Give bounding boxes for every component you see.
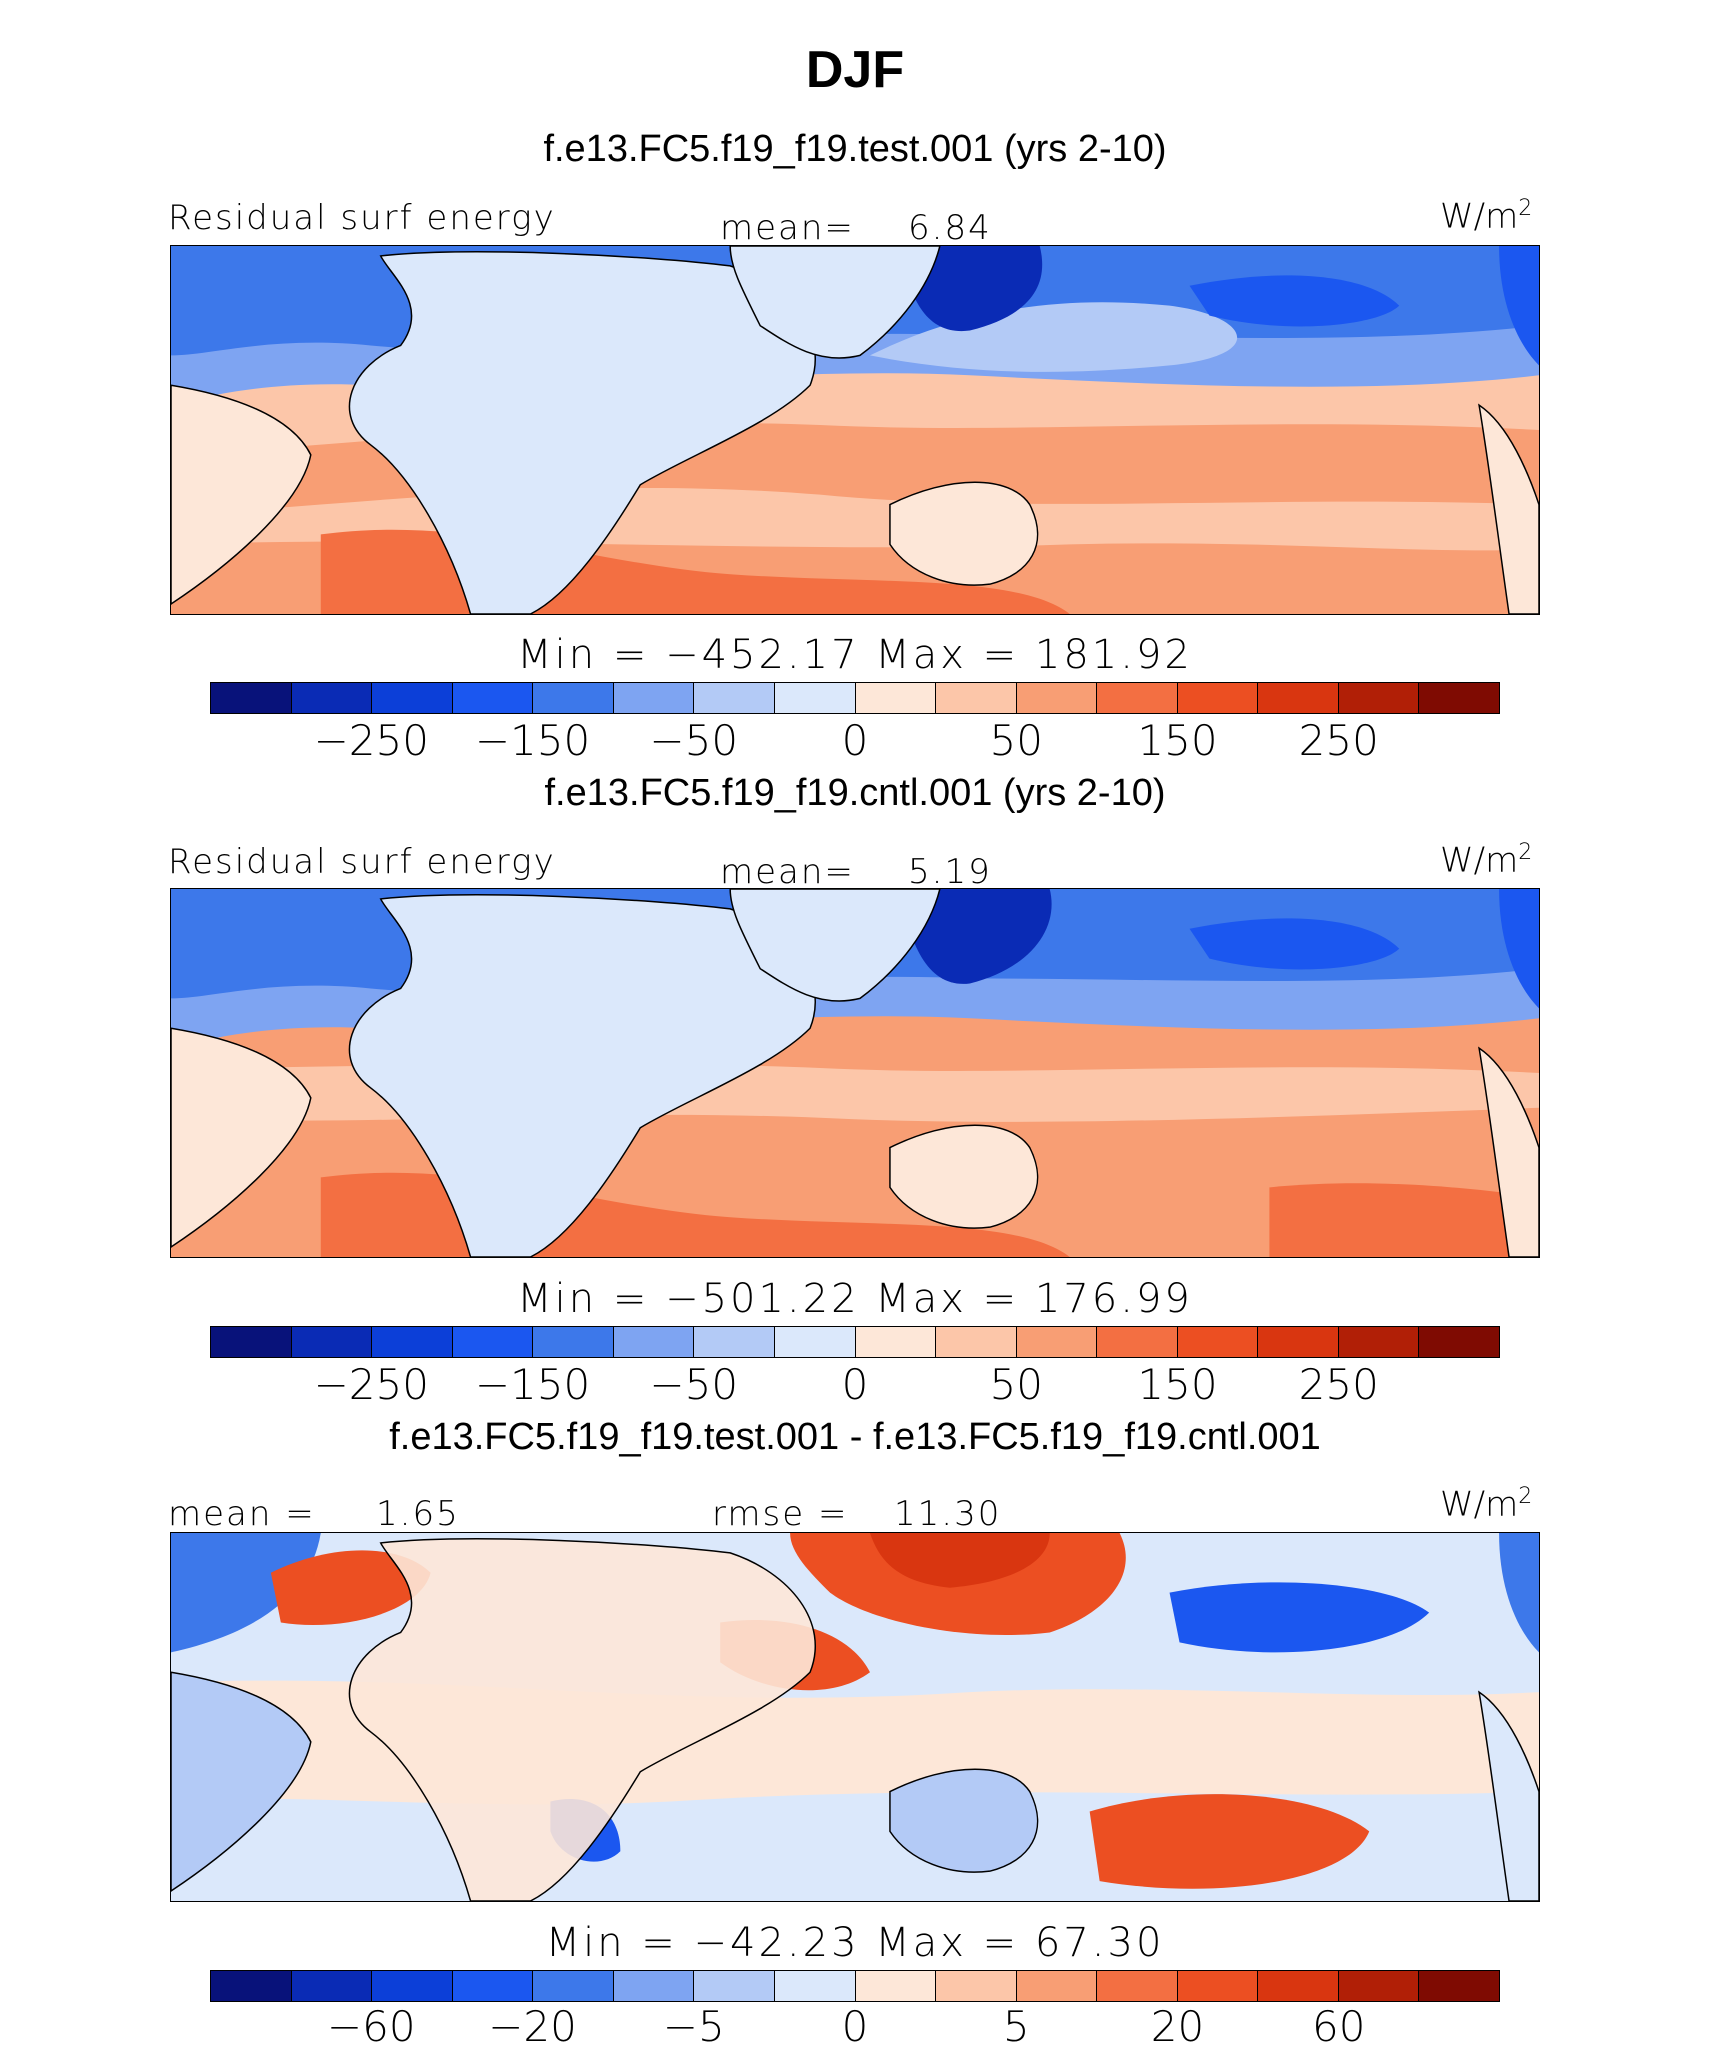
- panel-3-title: f.e13.FC5.f19_f19.test.001 - f.e13.FC5.f…: [389, 1416, 1321, 1458]
- colorbar-box: [774, 683, 856, 713]
- panel-2-minmax: Min = −501.22 Max = 176.99: [517, 1276, 1193, 1322]
- colorbar-box: [936, 683, 1017, 713]
- colorbar-tick-label: 50: [989, 1360, 1043, 1409]
- colorbar-box: [1419, 1327, 1499, 1357]
- colorbar-tick-label: −250: [313, 716, 429, 765]
- panel-1-title: f.e13.FC5.f19_f19.test.001 (yrs 2-10): [543, 128, 1167, 170]
- colorbar-box: [372, 1971, 453, 2001]
- colorbar-box: [855, 1327, 937, 1357]
- colorbar-tick-label: 0: [841, 2002, 869, 2048]
- colorbar-box: [1177, 1327, 1259, 1357]
- colorbar-box: [613, 683, 695, 713]
- colorbar-tick-label: 20: [1150, 2002, 1205, 2048]
- panel-3-rmse-value: 11.30: [894, 1494, 1002, 1534]
- colorbar-box: [613, 1971, 695, 2001]
- colorbar-box: [1258, 1327, 1339, 1357]
- colorbar-box: [291, 1327, 373, 1357]
- panel-3-rmse-label: rmse =: [712, 1494, 849, 1534]
- panel-1-variable-label: Residual surf energy: [168, 198, 556, 238]
- panel-3-mean-label: mean =: [168, 1494, 316, 1534]
- colorbar-tick-label: −250: [313, 1360, 429, 1409]
- colorbar-box: [1177, 683, 1259, 713]
- colorbar-tick-label: −50: [649, 716, 739, 765]
- panel-3-map: [170, 1532, 1540, 1902]
- main-title: DJF: [805, 41, 905, 99]
- colorbar-box: [1097, 1327, 1178, 1357]
- colorbar-box: [291, 1971, 373, 2001]
- panel-3-units: W/m2: [1440, 1484, 1533, 1525]
- panel-2-mean-label: mean=: [720, 852, 855, 892]
- colorbar-box: [1097, 1971, 1178, 2001]
- panel-2-mean-value: 5.19: [908, 852, 992, 892]
- colorbar-tick-label: 250: [1298, 1360, 1379, 1409]
- colorbar-tick-label: 50: [989, 716, 1043, 765]
- colorbar-box: [211, 1327, 292, 1357]
- colorbar-box: [1258, 1971, 1339, 2001]
- colorbar-box: [533, 683, 614, 713]
- colorbar-box: [1338, 683, 1420, 713]
- colorbar-box: [1016, 1971, 1098, 2001]
- panel-2-variable-label: Residual surf energy: [168, 842, 556, 882]
- colorbar-box: [855, 1971, 937, 2001]
- colorbar-box: [452, 1971, 534, 2001]
- colorbar-tick-label: 150: [1137, 1360, 1218, 1409]
- colorbar-box: [936, 1327, 1017, 1357]
- colorbar-box: [452, 1327, 534, 1357]
- colorbar-box: [211, 683, 292, 713]
- panel-1-colorbar: [210, 682, 1500, 714]
- colorbar-box: [774, 1971, 856, 2001]
- colorbar-tick-label: 5: [1002, 2002, 1030, 2048]
- colorbar-box: [936, 1971, 1017, 2001]
- panel-2-map: [170, 888, 1540, 1258]
- colorbar-box: [1016, 683, 1098, 713]
- colorbar-tick-label: 0: [841, 716, 869, 765]
- colorbar-tick-label: −20: [488, 2002, 577, 2048]
- colorbar-tick-label: −150: [474, 1360, 591, 1409]
- colorbar-tick-label: −150: [474, 716, 591, 765]
- colorbar-box: [1419, 1971, 1499, 2001]
- colorbar-tick-label: −50: [649, 1360, 739, 1409]
- panel-2-title: f.e13.FC5.f19_f19.cntl.001 (yrs 2-10): [544, 772, 1166, 814]
- colorbar-box: [694, 683, 775, 713]
- colorbar-box: [372, 1327, 453, 1357]
- colorbar-tick-label: 0: [841, 1360, 869, 1409]
- colorbar-box: [613, 1327, 695, 1357]
- colorbar-box: [1177, 1971, 1259, 2001]
- panel-3-minmax: Min = −42.23 Max = 67.30: [545, 1920, 1165, 1966]
- colorbar-box: [694, 1327, 775, 1357]
- colorbar-box: [533, 1327, 614, 1357]
- panel-3-colorbar-ticks: −60 −20 −5 0 5 20 60: [0, 2002, 1710, 2048]
- colorbar-box: [694, 1971, 775, 2001]
- panel-3-colorbar: [210, 1970, 1500, 2002]
- panel-3-mean-value: 1.65: [376, 1494, 460, 1534]
- colorbar-box: [291, 683, 373, 713]
- colorbar-tick-label: −5: [662, 2002, 725, 2048]
- colorbar-box: [1419, 683, 1499, 713]
- colorbar-tick-label: −60: [326, 2002, 416, 2048]
- colorbar-box: [774, 1327, 856, 1357]
- colorbar-box: [855, 683, 937, 713]
- panel-1-minmax: Min = −452.17 Max = 181.92: [517, 632, 1193, 678]
- panel-1-mean-label: mean=: [720, 208, 855, 248]
- panel-2-units: W/m2: [1440, 840, 1533, 881]
- panel-2-colorbar: [210, 1326, 1500, 1358]
- panel-2-colorbar-ticks: −250 −150 −50 0 50 150 250: [0, 1360, 1710, 1416]
- colorbar-tick-label: 250: [1298, 716, 1379, 765]
- colorbar-tick-label: 150: [1137, 716, 1218, 765]
- colorbar-box: [372, 683, 453, 713]
- colorbar-tick-label: 60: [1312, 2002, 1366, 2048]
- panel-1-map: [170, 245, 1540, 615]
- colorbar-box: [452, 683, 534, 713]
- panel-1-mean-value: 6.84: [908, 208, 992, 248]
- colorbar-box: [211, 1971, 292, 2001]
- colorbar-box: [1016, 1327, 1098, 1357]
- panel-1-colorbar-ticks: −250 −150 −50 0 50 150 250: [0, 716, 1710, 772]
- colorbar-box: [533, 1971, 614, 2001]
- colorbar-box: [1097, 683, 1178, 713]
- colorbar-box: [1258, 683, 1339, 713]
- colorbar-box: [1338, 1971, 1420, 2001]
- colorbar-box: [1338, 1327, 1420, 1357]
- panel-1-units: W/m2: [1440, 196, 1533, 237]
